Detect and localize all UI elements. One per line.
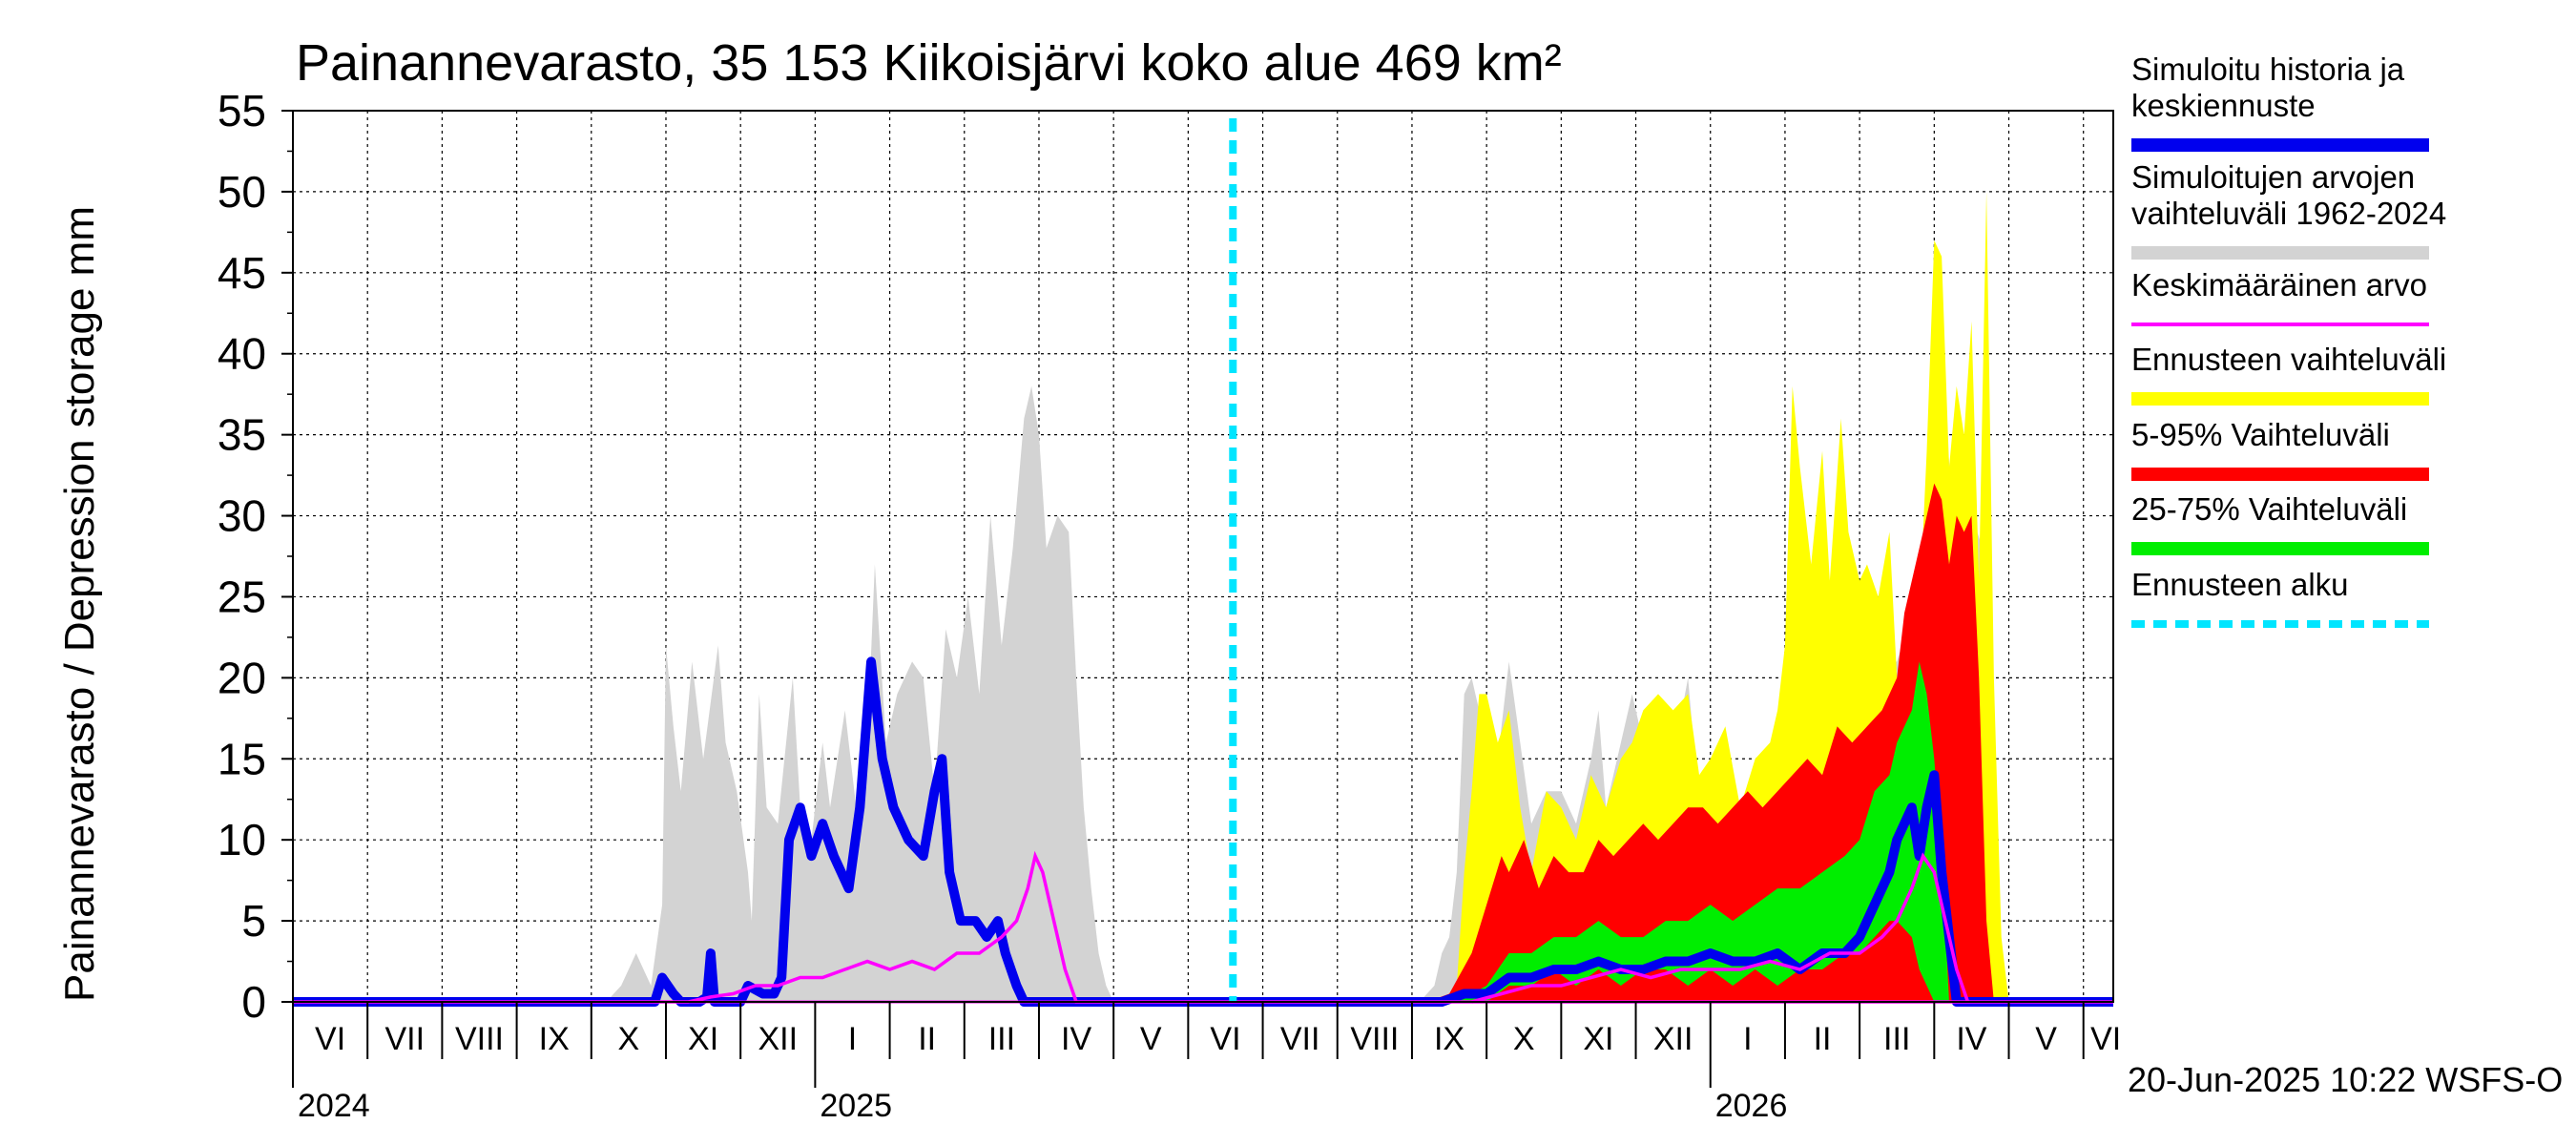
y-tick-label: 25: [218, 572, 266, 621]
line-simulated-history: [293, 656, 2113, 1007]
axes: [281, 110, 2114, 1088]
legend-label: keskiennuste: [2131, 88, 2316, 123]
legend-label: Simuloitu historia ja: [2131, 52, 2405, 87]
y-tick-label: 0: [241, 977, 266, 1027]
legend-label: Ennusteen alku: [2131, 567, 2349, 602]
line-mean-2026: [1471, 852, 1970, 1004]
x-month-label: VIII: [1350, 1021, 1399, 1057]
x-year-label: 2025: [820, 1088, 892, 1124]
x-month-label: III: [1883, 1021, 1910, 1057]
legend-label: Simuloitujen arvojen: [2131, 159, 2415, 195]
x-month-label: VIII: [455, 1021, 504, 1057]
y-tick-label: 15: [218, 734, 266, 783]
x-month-label: VII: [385, 1021, 426, 1057]
y-tick-labels: 0 5 10 15 20 25 30 35 40 45 50 55: [218, 86, 266, 1027]
y-tick-label: 50: [218, 167, 266, 217]
y-tick-label: 20: [218, 653, 266, 702]
x-month-label: XII: [1653, 1021, 1693, 1057]
legend-label: 25-75% Vaihteluväli: [2131, 491, 2407, 527]
line-mean: [293, 850, 2113, 1004]
legend-label: Ennusteen vaihteluväli: [2131, 342, 2446, 377]
x-month-label: XI: [688, 1021, 718, 1057]
x-month-label: IX: [1434, 1021, 1465, 1057]
grid: [292, 110, 2113, 1003]
legend-label: vaihteluväli 1962-2024: [2131, 196, 2446, 231]
x-year-label: 2024: [298, 1088, 370, 1124]
x-month-label: V: [2035, 1021, 2057, 1057]
x-month-label: IX: [539, 1021, 570, 1057]
x-month-label: IV: [1061, 1021, 1091, 1057]
x-month-label: VI: [2090, 1021, 2121, 1057]
y-tick-label: 35: [218, 410, 266, 460]
x-month-label: II: [1814, 1021, 1832, 1057]
legend-label: Keskimääräinen arvo: [2131, 267, 2427, 302]
x-month-label: VII: [1280, 1021, 1320, 1057]
y-tick-label: 10: [218, 815, 266, 864]
y-tick-label: 5: [241, 896, 266, 946]
x-year-label: 2026: [1715, 1088, 1788, 1124]
plot-areas: [293, 191, 2113, 1003]
x-month-label: IV: [1956, 1021, 1986, 1057]
y-tick-label: 55: [218, 86, 266, 135]
chart-title: Painannevarasto, 35 153 Kiikoisjärvi kok…: [296, 34, 1562, 92]
x-month-label: X: [618, 1021, 640, 1057]
y-tick-label: 40: [218, 329, 266, 379]
x-month-label: VI: [315, 1021, 345, 1057]
x-month-label: X: [1513, 1021, 1535, 1057]
x-month-label: XI: [1583, 1021, 1613, 1057]
x-month-label: I: [848, 1021, 857, 1057]
x-month-label: V: [1140, 1021, 1162, 1057]
area-25-75-range: [1449, 661, 1949, 1002]
y-axis-label: Painannevarasto / Depression storage mm: [56, 206, 103, 1002]
x-month-label: XII: [758, 1021, 798, 1057]
x-tick-labels: VI VII VIII IX X XI XII I II III IV V VI VII VIII IX X XI…: [298, 1021, 2121, 1124]
x-month-label: III: [988, 1021, 1015, 1057]
legend-label: 5-95% Vaihteluväli: [2131, 417, 2390, 452]
x-month-label: I: [1743, 1021, 1752, 1057]
x-month-label: II: [918, 1021, 936, 1057]
footer-timestamp: 20-Jun-2025 10:22 WSFS-O: [2128, 1060, 2563, 1099]
y-tick-label: 45: [218, 248, 266, 298]
x-month-label: VI: [1210, 1021, 1240, 1057]
y-tick-label: 30: [218, 491, 266, 541]
